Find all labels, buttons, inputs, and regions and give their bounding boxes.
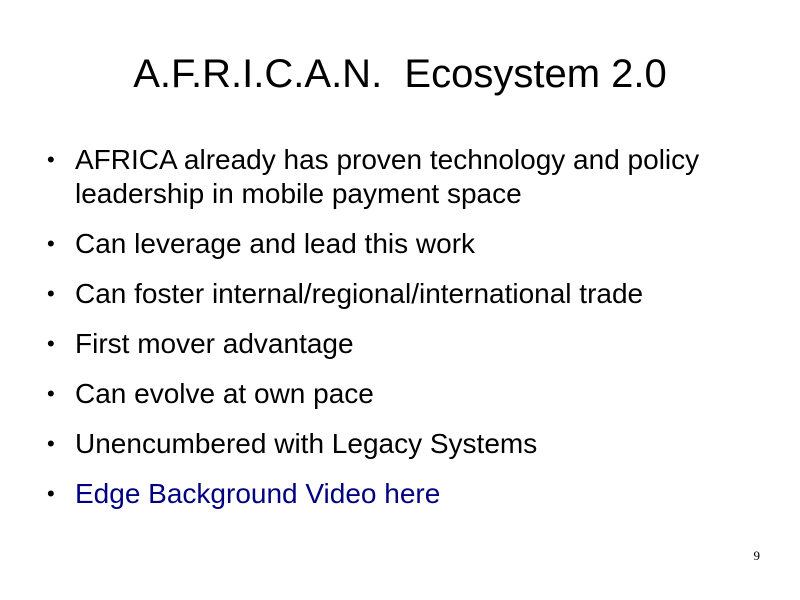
- bullet-text: Unencumbered with Legacy Systems: [75, 428, 538, 459]
- page-number: 9: [753, 548, 761, 563]
- slide-title: A.F.R.I.C.A.N. Ecosystem 2.0: [133, 52, 667, 96]
- video-link[interactable]: Edge Background Video here: [75, 478, 441, 509]
- bullet-item: • Can leverage and lead this work: [47, 227, 767, 261]
- bullet-list: • AFRICA already has proven technology a…: [47, 143, 767, 527]
- bullet-icon: •: [47, 331, 55, 356]
- bullet-item: • Can foster internal/regional/internati…: [47, 277, 767, 311]
- bullet-text: First mover advantage: [75, 328, 354, 359]
- bullet-item-video-link[interactable]: • Edge Background Video here: [47, 477, 767, 511]
- bullet-icon: •: [47, 147, 55, 172]
- bullet-icon: •: [47, 231, 55, 256]
- bullet-icon: •: [47, 431, 55, 456]
- bullet-item: • AFRICA already has proven technology a…: [47, 143, 767, 211]
- bullet-text: Can evolve at own pace: [75, 378, 374, 409]
- bullet-item: • Can evolve at own pace: [47, 377, 767, 411]
- bullet-item: • Unencumbered with Legacy Systems: [47, 427, 767, 461]
- bullet-item: • First mover advantage: [47, 327, 767, 361]
- bullet-text: Can leverage and lead this work: [75, 228, 476, 259]
- bullet-icon: •: [47, 481, 55, 506]
- bullet-text: Can foster internal/regional/internation…: [75, 278, 644, 309]
- bullet-icon: •: [47, 381, 55, 406]
- bullet-text: AFRICA already has proven technology and…: [75, 144, 700, 209]
- bullet-icon: •: [47, 281, 55, 306]
